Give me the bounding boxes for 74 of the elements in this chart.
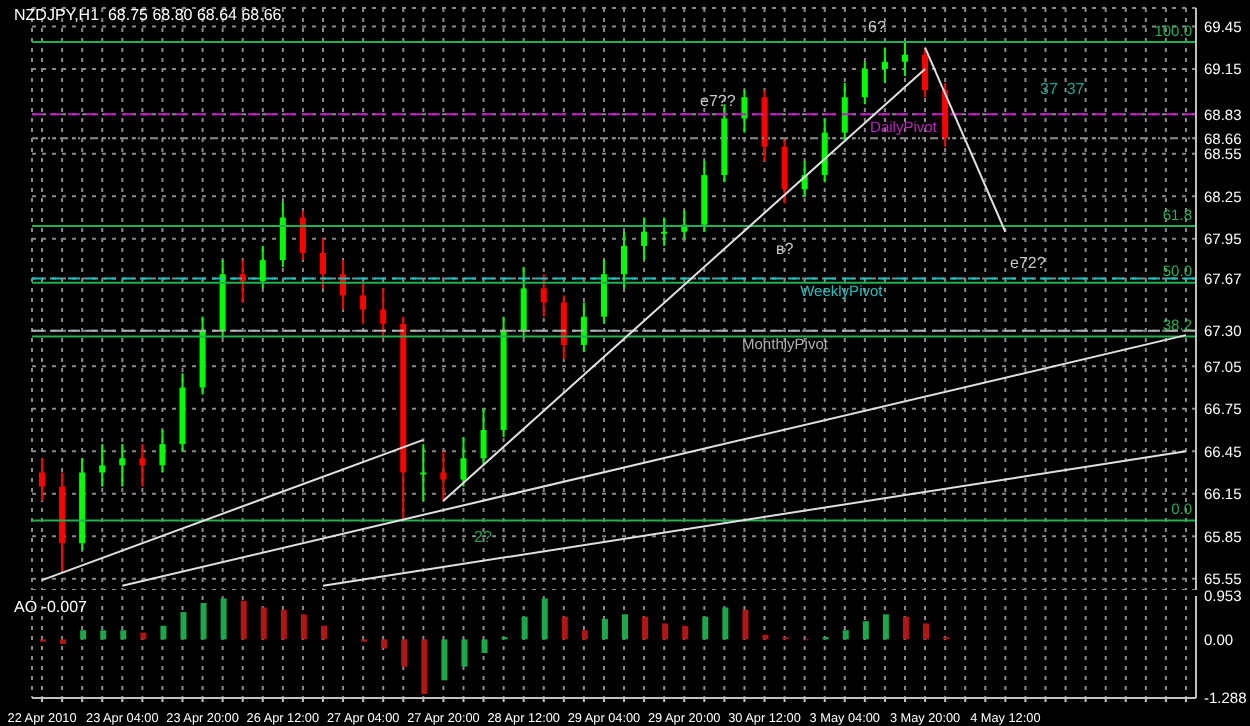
bar	[481, 639, 488, 654]
bar	[80, 630, 87, 640]
bar	[260, 607, 267, 640]
candlestick	[560, 294, 567, 361]
candlestick	[159, 428, 166, 474]
candlestick	[781, 138, 788, 205]
bar	[160, 625, 167, 640]
bar	[702, 616, 709, 640]
candlestick	[259, 244, 266, 290]
annotation: e7??	[700, 92, 736, 110]
candlestick	[841, 82, 848, 141]
chart-title: NZDJPY,H1 68.75 68.80 68.64 68.66	[14, 6, 282, 24]
bar	[220, 598, 227, 640]
annotation: в?	[776, 240, 794, 258]
bar	[381, 639, 388, 649]
bar	[421, 639, 428, 694]
bar	[461, 639, 468, 667]
candlestick	[520, 266, 527, 339]
candlestick	[380, 287, 387, 339]
candlestick	[480, 407, 487, 467]
bar	[180, 612, 187, 640]
candlestick	[119, 443, 126, 488]
bar	[882, 614, 889, 640]
annotation: 2?	[474, 528, 492, 546]
candlestick	[922, 46, 929, 99]
bar	[240, 600, 247, 640]
candlestick	[600, 259, 607, 325]
candlestick	[741, 89, 748, 134]
candlestick	[901, 40, 908, 77]
candlestick	[99, 443, 106, 488]
bar	[622, 614, 628, 640]
bar	[541, 598, 548, 640]
bar	[100, 630, 107, 640]
bar	[441, 639, 448, 681]
bar	[401, 639, 408, 667]
bar	[923, 623, 930, 640]
candlestick	[881, 46, 888, 85]
candlestick	[460, 436, 467, 488]
annotation: e72?	[1010, 254, 1046, 272]
bar	[722, 607, 729, 640]
bar	[561, 616, 568, 640]
candlestick	[139, 443, 146, 488]
candlestick	[540, 273, 547, 318]
candlestick	[440, 450, 447, 502]
candlestick	[39, 457, 45, 502]
candlestick	[299, 209, 306, 262]
bar	[200, 602, 207, 640]
bar	[902, 616, 909, 640]
bar	[120, 630, 127, 640]
annotation: 37 37	[1040, 80, 1085, 98]
bar	[742, 609, 749, 640]
candlestick	[821, 117, 828, 184]
bar	[642, 616, 649, 640]
bar	[601, 618, 608, 640]
bar	[300, 614, 307, 640]
candlestick	[360, 280, 367, 325]
candlestick	[861, 60, 868, 106]
bar	[662, 623, 669, 640]
candlestick	[621, 230, 627, 290]
bar	[682, 625, 689, 640]
candlestick	[239, 259, 246, 304]
candlestick	[420, 443, 427, 502]
candlestick	[661, 216, 668, 247]
candlestick	[279, 201, 286, 269]
bar	[521, 616, 528, 640]
bar	[862, 621, 869, 640]
annotation: 6?	[868, 18, 886, 36]
chart-title: AO -0.007	[14, 598, 87, 616]
bar	[581, 630, 588, 640]
bar	[842, 630, 849, 640]
bar	[280, 609, 287, 640]
candlestick	[319, 237, 326, 290]
candlestick	[641, 216, 648, 262]
bar	[320, 625, 327, 640]
